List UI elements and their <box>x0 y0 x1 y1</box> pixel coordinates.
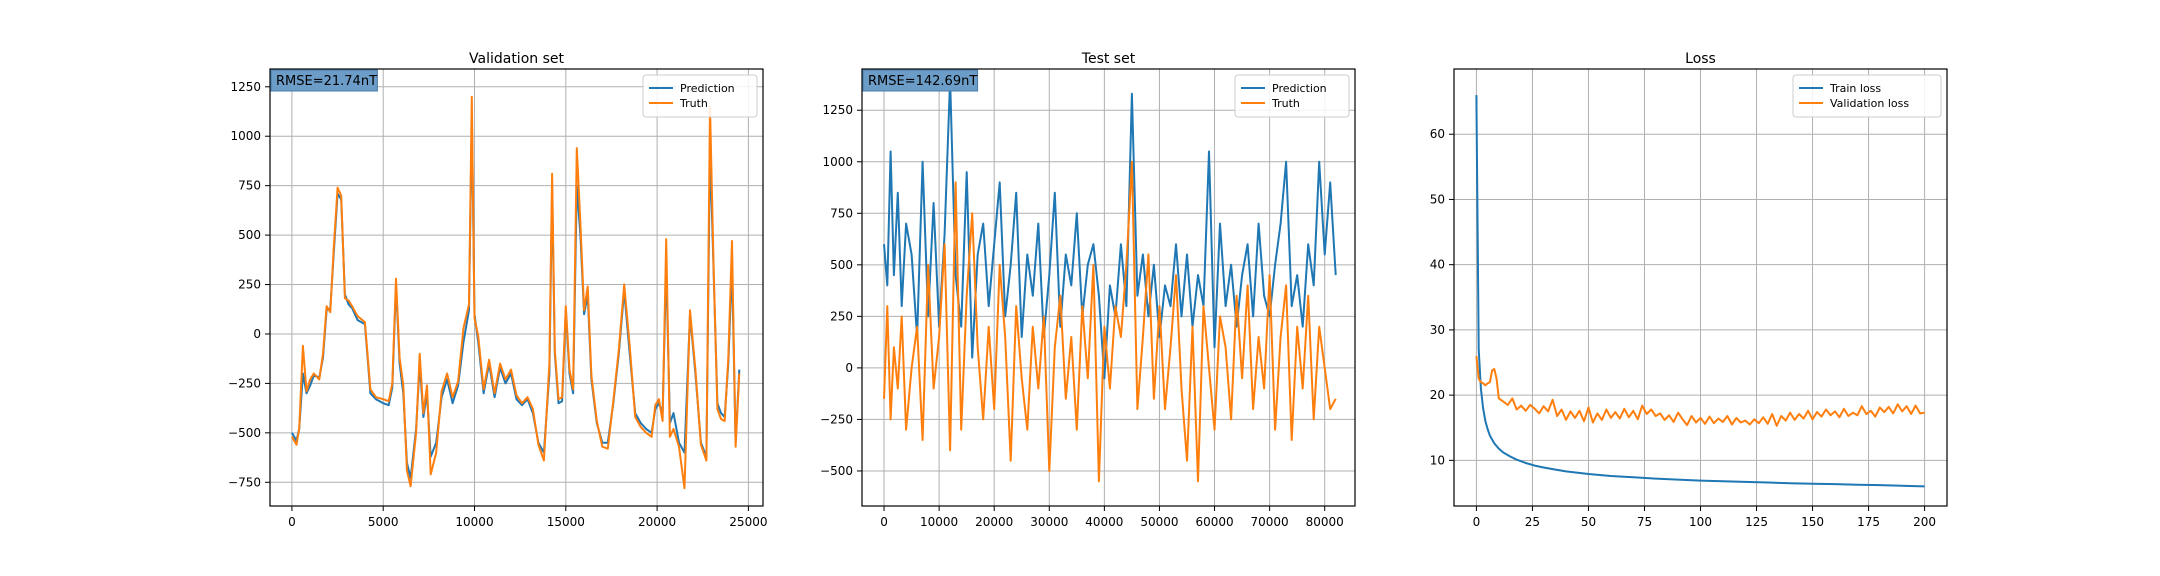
legend-label: Validation loss <box>1830 97 1909 110</box>
x-tick-label: 150 <box>1801 515 1824 529</box>
x-tick-label: 0 <box>1473 515 1481 529</box>
x-tick-label: 70000 <box>1251 515 1289 529</box>
y-tick-label: 20 <box>1430 388 1445 402</box>
axes-frame <box>269 68 764 507</box>
y-tick-label: 1250 <box>822 103 853 117</box>
legend-label: Truth <box>679 97 708 110</box>
x-tick-label: 125 <box>1745 515 1768 529</box>
x-tick-label: 50000 <box>1140 515 1178 529</box>
legend-box <box>642 74 758 118</box>
series-line-truth <box>291 95 741 490</box>
x-tick-label: 20000 <box>638 515 676 529</box>
legend-box <box>1234 74 1350 118</box>
y-tick-label: 10 <box>1430 453 1445 467</box>
x-tick-label: 200 <box>1913 515 1936 529</box>
loss-panel: 0 25 50 75 100 125 150 175 200 10 20 30 40 50 60 Loss Tr… <box>1430 51 1948 529</box>
y-tick-label: 750 <box>238 179 261 193</box>
y-tick-label: 40 <box>1430 258 1445 272</box>
series-line-train-loss <box>1475 95 1925 488</box>
chart-title: Test set <box>1081 51 1136 67</box>
y-tick-label: 1000 <box>230 129 261 143</box>
x-tick-label: 20000 <box>975 515 1013 529</box>
y-tick-label: 500 <box>238 228 261 242</box>
x-tick-label: 100 <box>1689 515 1712 529</box>
y-tick-label: 250 <box>238 278 261 292</box>
x-tick-label: 25000 <box>729 515 767 529</box>
rmse-annotation: RMSE=142.69nT <box>868 74 977 89</box>
y-tick-label: −250 <box>820 412 853 426</box>
y-tick-label: 250 <box>830 309 853 323</box>
x-tick-label: 5000 <box>368 515 399 529</box>
y-tick-label: −250 <box>228 376 261 390</box>
series-line-truth <box>883 160 1337 483</box>
legend-label: Train loss <box>1829 82 1881 95</box>
y-tick-label: −750 <box>228 475 261 489</box>
validation-set-panel: 0 5000 10000 15000 20000 25000 −750 −500 −250 0 25… <box>228 51 767 529</box>
axes-frame <box>861 68 1356 507</box>
y-tick-label: 50 <box>1430 192 1445 206</box>
x-tick-label: 40000 <box>1085 515 1123 529</box>
rmse-annotation: RMSE=21.74nT <box>276 74 377 89</box>
x-tick-label: 15000 <box>547 515 585 529</box>
x-tick-label: 50 <box>1581 515 1596 529</box>
chart-title: Loss <box>1685 51 1716 67</box>
chart-title: Validation set <box>469 51 564 67</box>
legend-label: Prediction <box>1272 82 1327 95</box>
y-tick-label: 60 <box>1430 127 1445 141</box>
x-tick-label: 30000 <box>1030 515 1068 529</box>
y-tick-label: −500 <box>228 426 261 440</box>
series-line-prediction <box>291 115 741 480</box>
rmse-annotation-box <box>270 69 378 92</box>
x-tick-label: 75 <box>1637 515 1652 529</box>
legend-label: Prediction <box>680 82 735 95</box>
x-tick-label: 80000 <box>1306 515 1344 529</box>
rmse-annotation-box <box>862 69 979 92</box>
x-tick-label: 10000 <box>920 515 958 529</box>
y-tick-label: 0 <box>253 327 261 341</box>
y-tick-label: 1250 <box>230 80 261 94</box>
legend-box <box>1792 74 1942 118</box>
x-tick-label: 10000 <box>455 515 493 529</box>
series-line-validation-loss <box>1475 355 1925 427</box>
y-tick-label: 0 <box>845 361 853 375</box>
test-set-panel: 0 10000 20000 30000 40000 50000 60000 70000 8000… <box>820 51 1356 529</box>
y-tick-label: 750 <box>830 206 853 220</box>
y-tick-label: 1000 <box>822 155 853 169</box>
x-tick-label: 25 <box>1525 515 1540 529</box>
legend-label: Truth <box>1271 97 1300 110</box>
x-tick-label: 175 <box>1857 515 1880 529</box>
y-tick-label: 30 <box>1430 323 1445 337</box>
x-tick-label: 0 <box>880 515 888 529</box>
x-tick-label: 60000 <box>1195 515 1233 529</box>
y-tick-label: −500 <box>820 464 853 478</box>
x-tick-label: 0 <box>288 515 296 529</box>
y-tick-label: 500 <box>830 258 853 272</box>
